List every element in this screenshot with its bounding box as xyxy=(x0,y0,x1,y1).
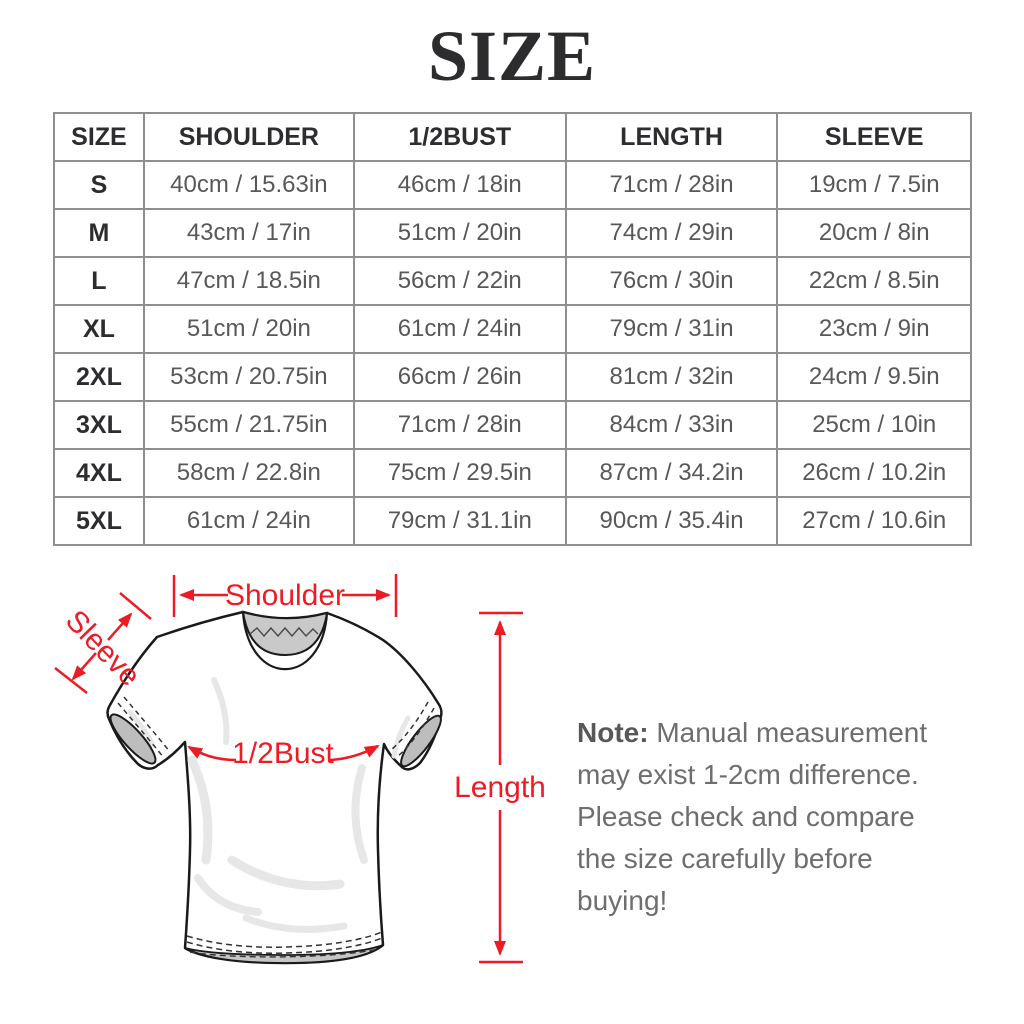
size-cell: 3XL xyxy=(53,400,145,450)
tshirt-body xyxy=(106,610,443,965)
value-cell: 43cm / 17in xyxy=(142,208,355,258)
table-row: XL 51cm / 20in 61cm / 24in 79cm / 31in 2… xyxy=(53,304,972,354)
value-cell: 40cm / 15.63in xyxy=(142,160,355,210)
value-cell: 24cm / 9.5in xyxy=(776,352,972,402)
header-shoulder: SHOULDER xyxy=(142,112,355,162)
bust-arrow xyxy=(187,744,380,762)
value-cell: 23cm / 9in xyxy=(776,304,972,354)
table-row: 5XL 61cm / 24in 79cm / 31.1in 90cm / 35.… xyxy=(53,496,972,546)
value-cell: 46cm / 18in xyxy=(352,160,567,210)
table-row: 2XL 53cm / 20.75in 66cm / 26in 81cm / 32… xyxy=(53,352,972,402)
header-sleeve: SLEEVE xyxy=(776,112,972,162)
value-cell: 51cm / 20in xyxy=(142,304,355,354)
value-cell: 51cm / 20in xyxy=(352,208,567,258)
value-cell: 22cm / 8.5in xyxy=(776,256,972,306)
sleeve-label: Sleeve xyxy=(59,604,146,693)
value-cell: 47cm / 18.5in xyxy=(142,256,355,306)
table-row: 4XL 58cm / 22.8in 75cm / 29.5in 87cm / 3… xyxy=(53,448,972,498)
size-cell: 4XL xyxy=(53,448,145,498)
size-cell: XL xyxy=(53,304,145,354)
collar-stitch xyxy=(249,626,319,638)
value-cell: 75cm / 29.5in xyxy=(352,448,567,498)
header-length: LENGTH xyxy=(564,112,779,162)
hem xyxy=(184,931,384,964)
size-cell: 5XL xyxy=(53,496,145,546)
wrinkle-shading xyxy=(127,677,411,933)
table-row: M 43cm / 17in 51cm / 20in 74cm / 29in 20… xyxy=(53,208,972,258)
value-cell: 71cm / 28in xyxy=(352,400,567,450)
value-cell: 55cm / 21.75in xyxy=(142,400,355,450)
value-cell: 79cm / 31.1in xyxy=(352,496,567,546)
shoulder-arrow xyxy=(172,574,398,617)
value-cell: 74cm / 29in xyxy=(564,208,779,258)
value-cell: 84cm / 33in xyxy=(564,400,779,450)
value-cell: 58cm / 22.8in xyxy=(142,448,355,498)
length-label: Length xyxy=(454,771,546,804)
size-cell: M xyxy=(53,208,145,258)
table-row: 3XL 55cm / 21.75in 71cm / 28in 84cm / 33… xyxy=(53,400,972,450)
value-cell: 76cm / 30in xyxy=(564,256,779,306)
right-cuff xyxy=(389,701,442,768)
table-row: S 40cm / 15.63in 46cm / 18in 71cm / 28in… xyxy=(53,160,972,210)
value-cell: 61cm / 24in xyxy=(142,496,355,546)
value-cell: 90cm / 35.4in xyxy=(564,496,779,546)
value-cell: 25cm / 10in xyxy=(776,400,972,450)
sleeve-arrow xyxy=(54,592,152,694)
size-table: SIZE SHOULDER 1/2BUST LENGTH SLEEVE S 40… xyxy=(53,112,972,546)
size-cell: S xyxy=(53,160,145,210)
value-cell: 19cm / 7.5in xyxy=(776,160,972,210)
bust-label: 1/2Bust xyxy=(232,737,334,770)
tshirt-measurement-diagram: Shoulder Sleeve 1/2Bust Length xyxy=(54,574,546,965)
note-prefix: Note: xyxy=(577,717,649,748)
value-cell: 81cm / 32in xyxy=(564,352,779,402)
collar xyxy=(241,610,329,671)
value-cell: 61cm / 24in xyxy=(352,304,567,354)
value-cell: 71cm / 28in xyxy=(564,160,779,210)
left-cuff xyxy=(109,696,171,765)
value-cell: 66cm / 26in xyxy=(352,352,567,402)
table-header-row: SIZE SHOULDER 1/2BUST LENGTH SLEEVE xyxy=(53,112,972,162)
header-bust: 1/2BUST xyxy=(352,112,567,162)
value-cell: 20cm / 8in xyxy=(776,208,972,258)
value-cell: 26cm / 10.2in xyxy=(776,448,972,498)
value-cell: 27cm / 10.6in xyxy=(776,496,972,546)
shoulder-label: Shoulder xyxy=(225,579,345,612)
header-size: SIZE xyxy=(53,112,145,162)
note-body: Manual measurement may exist 1-2cm diffe… xyxy=(577,717,928,916)
value-cell: 79cm / 31in xyxy=(564,304,779,354)
size-cell: 2XL xyxy=(53,352,145,402)
value-cell: 87cm / 34.2in xyxy=(564,448,779,498)
value-cell: 53cm / 20.75in xyxy=(142,352,355,402)
length-arrow xyxy=(479,611,523,964)
table-row: L 47cm / 18.5in 56cm / 22in 76cm / 30in … xyxy=(53,256,972,306)
value-cell: 56cm / 22in xyxy=(352,256,567,306)
page-title: SIZE xyxy=(427,16,597,96)
note-text: Note: Manual measurement may exist 1-2cm… xyxy=(577,712,949,922)
size-cell: L xyxy=(53,256,145,306)
